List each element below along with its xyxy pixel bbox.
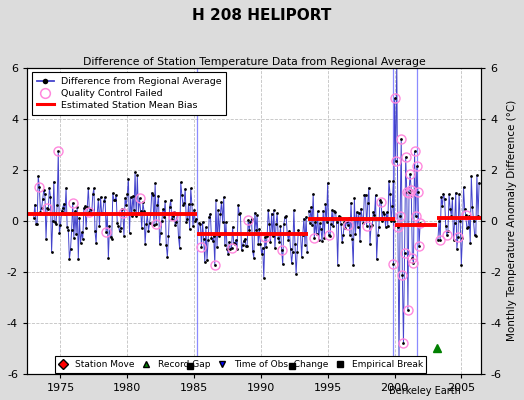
Text: H 208 HELIPORT: H 208 HELIPORT [192, 8, 332, 23]
Legend: Station Move, Record Gap, Time of Obs. Change, Empirical Break: Station Move, Record Gap, Time of Obs. C… [55, 356, 427, 372]
Y-axis label: Monthly Temperature Anomaly Difference (°C): Monthly Temperature Anomaly Difference (… [507, 100, 517, 342]
Title: Difference of Station Temperature Data from Regional Average: Difference of Station Temperature Data f… [83, 57, 425, 67]
Text: Berkeley Earth: Berkeley Earth [389, 386, 461, 396]
